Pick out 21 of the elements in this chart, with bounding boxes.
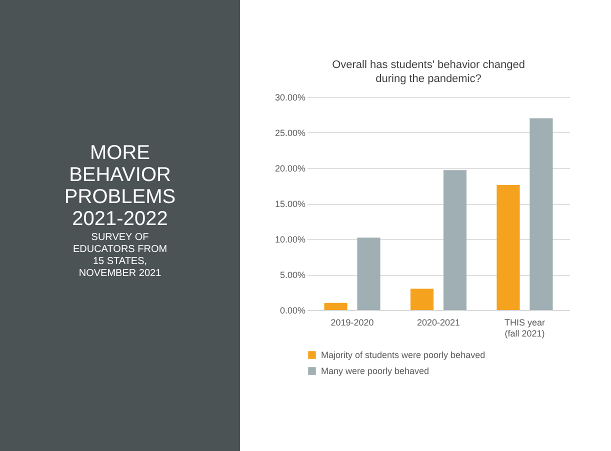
text: MORE BEHAVIOR PROBLEMS 2021-2022 <box>64 142 176 230</box>
bar <box>496 185 520 310</box>
text: SURVEY OF EDUCATORS FROM 15 STATES, NOVEMBER 2021 <box>72 232 168 279</box>
x-tick-label: 2020-2021 <box>416 318 460 328</box>
bar <box>357 238 380 310</box>
y-tick-label: 15.00% <box>274 199 306 209</box>
bar <box>410 288 434 310</box>
bar <box>530 118 553 310</box>
legend-label: Many were poorly behaved <box>321 366 430 376</box>
y-tick-label: 10.00% <box>274 234 306 244</box>
x-tick-label: 2019-2020 <box>330 318 374 328</box>
y-tick-label: 0.00% <box>280 306 306 316</box>
x-tick-label: THIS year (fall 2021) <box>504 318 545 338</box>
y-tick-label: 5.00% <box>280 270 306 280</box>
legend-label: Majority of students were poorly behaved <box>321 350 486 360</box>
y-tick-label: 30.00% <box>274 92 306 102</box>
y-tick-label: 25.00% <box>274 128 306 138</box>
y-tick-label: 20.00% <box>274 164 306 174</box>
bar <box>443 170 467 310</box>
bar <box>324 302 348 310</box>
chart-title: Overall has students' behavior changed during the pandemic? <box>332 59 525 85</box>
